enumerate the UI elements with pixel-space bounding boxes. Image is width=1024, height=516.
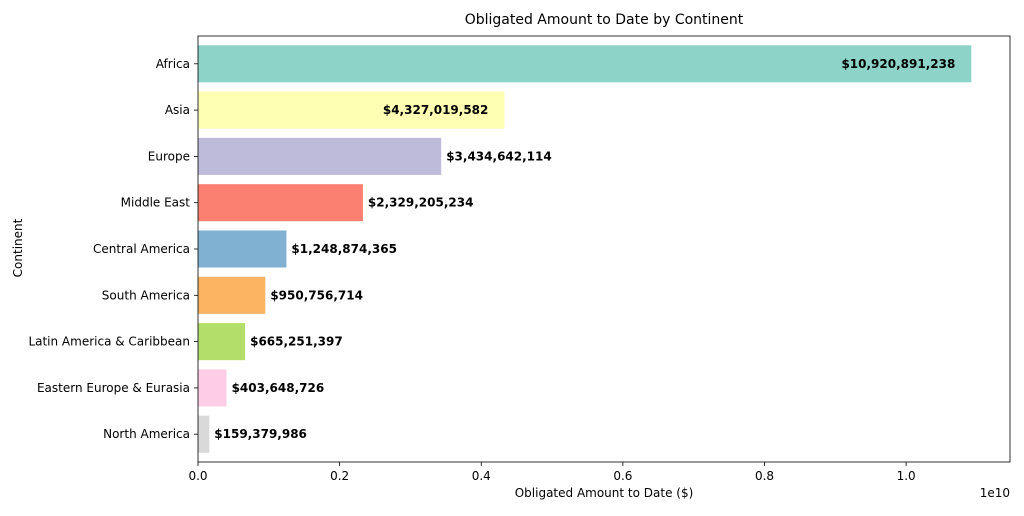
bar-value-label: $10,920,891,238 bbox=[841, 57, 955, 71]
bar-value-label: $4,327,019,582 bbox=[383, 103, 489, 117]
y-tick-label: Latin America & Caribbean bbox=[28, 335, 190, 349]
bar bbox=[198, 45, 972, 83]
bar bbox=[198, 276, 266, 314]
bar-value-label: $665,251,397 bbox=[250, 335, 343, 349]
chart-title: Obligated Amount to Date by Continent bbox=[465, 12, 744, 28]
bar-value-label: $403,648,726 bbox=[232, 381, 325, 395]
x-tick-label: 0.2 bbox=[330, 469, 349, 483]
bars-layer: $10,920,891,238 $4,327,019,582 $3,434,642,… bbox=[198, 45, 972, 453]
bar-value-label: $1,248,874,365 bbox=[291, 242, 397, 256]
x-tick-label: 0.8 bbox=[755, 469, 774, 483]
plot-frame bbox=[197, 35, 1011, 463]
x-tick-label: 0.6 bbox=[613, 469, 632, 483]
bar bbox=[198, 369, 227, 407]
axes-layer: Africa Asia Europe Middle East Central Ameri… bbox=[28, 35, 1011, 483]
bar bbox=[198, 415, 210, 453]
y-tick-label: South America bbox=[102, 288, 190, 302]
bar bbox=[198, 91, 505, 129]
x-tick-label: 0.0 bbox=[188, 469, 207, 483]
y-tick-label: North America bbox=[103, 427, 190, 441]
bar bbox=[198, 184, 363, 222]
bar-value-label: $2,329,205,234 bbox=[368, 196, 474, 210]
y-tick-label: Asia bbox=[165, 103, 190, 117]
y-axis-label: Continent bbox=[11, 218, 25, 277]
y-tick-label: Central America bbox=[93, 242, 190, 256]
y-tick-label: Africa bbox=[156, 57, 190, 71]
x-axis-offset-label: 1e10 bbox=[980, 486, 1010, 500]
bar bbox=[198, 230, 287, 268]
y-tick-label: Middle East bbox=[121, 196, 191, 210]
bar-value-label: $3,434,642,114 bbox=[446, 149, 552, 163]
bar bbox=[198, 323, 246, 361]
y-tick-label: Eastern Europe & Eurasia bbox=[37, 381, 190, 395]
y-tick-label: Europe bbox=[148, 149, 190, 163]
x-axis-label: Obligated Amount to Date ($) bbox=[515, 486, 694, 500]
x-tick-label: 0.4 bbox=[472, 469, 491, 483]
bar-value-label: $950,756,714 bbox=[270, 288, 363, 302]
x-tick-label: 1.0 bbox=[897, 469, 916, 483]
bar bbox=[198, 137, 442, 175]
bar-value-label: $159,379,986 bbox=[214, 427, 307, 441]
